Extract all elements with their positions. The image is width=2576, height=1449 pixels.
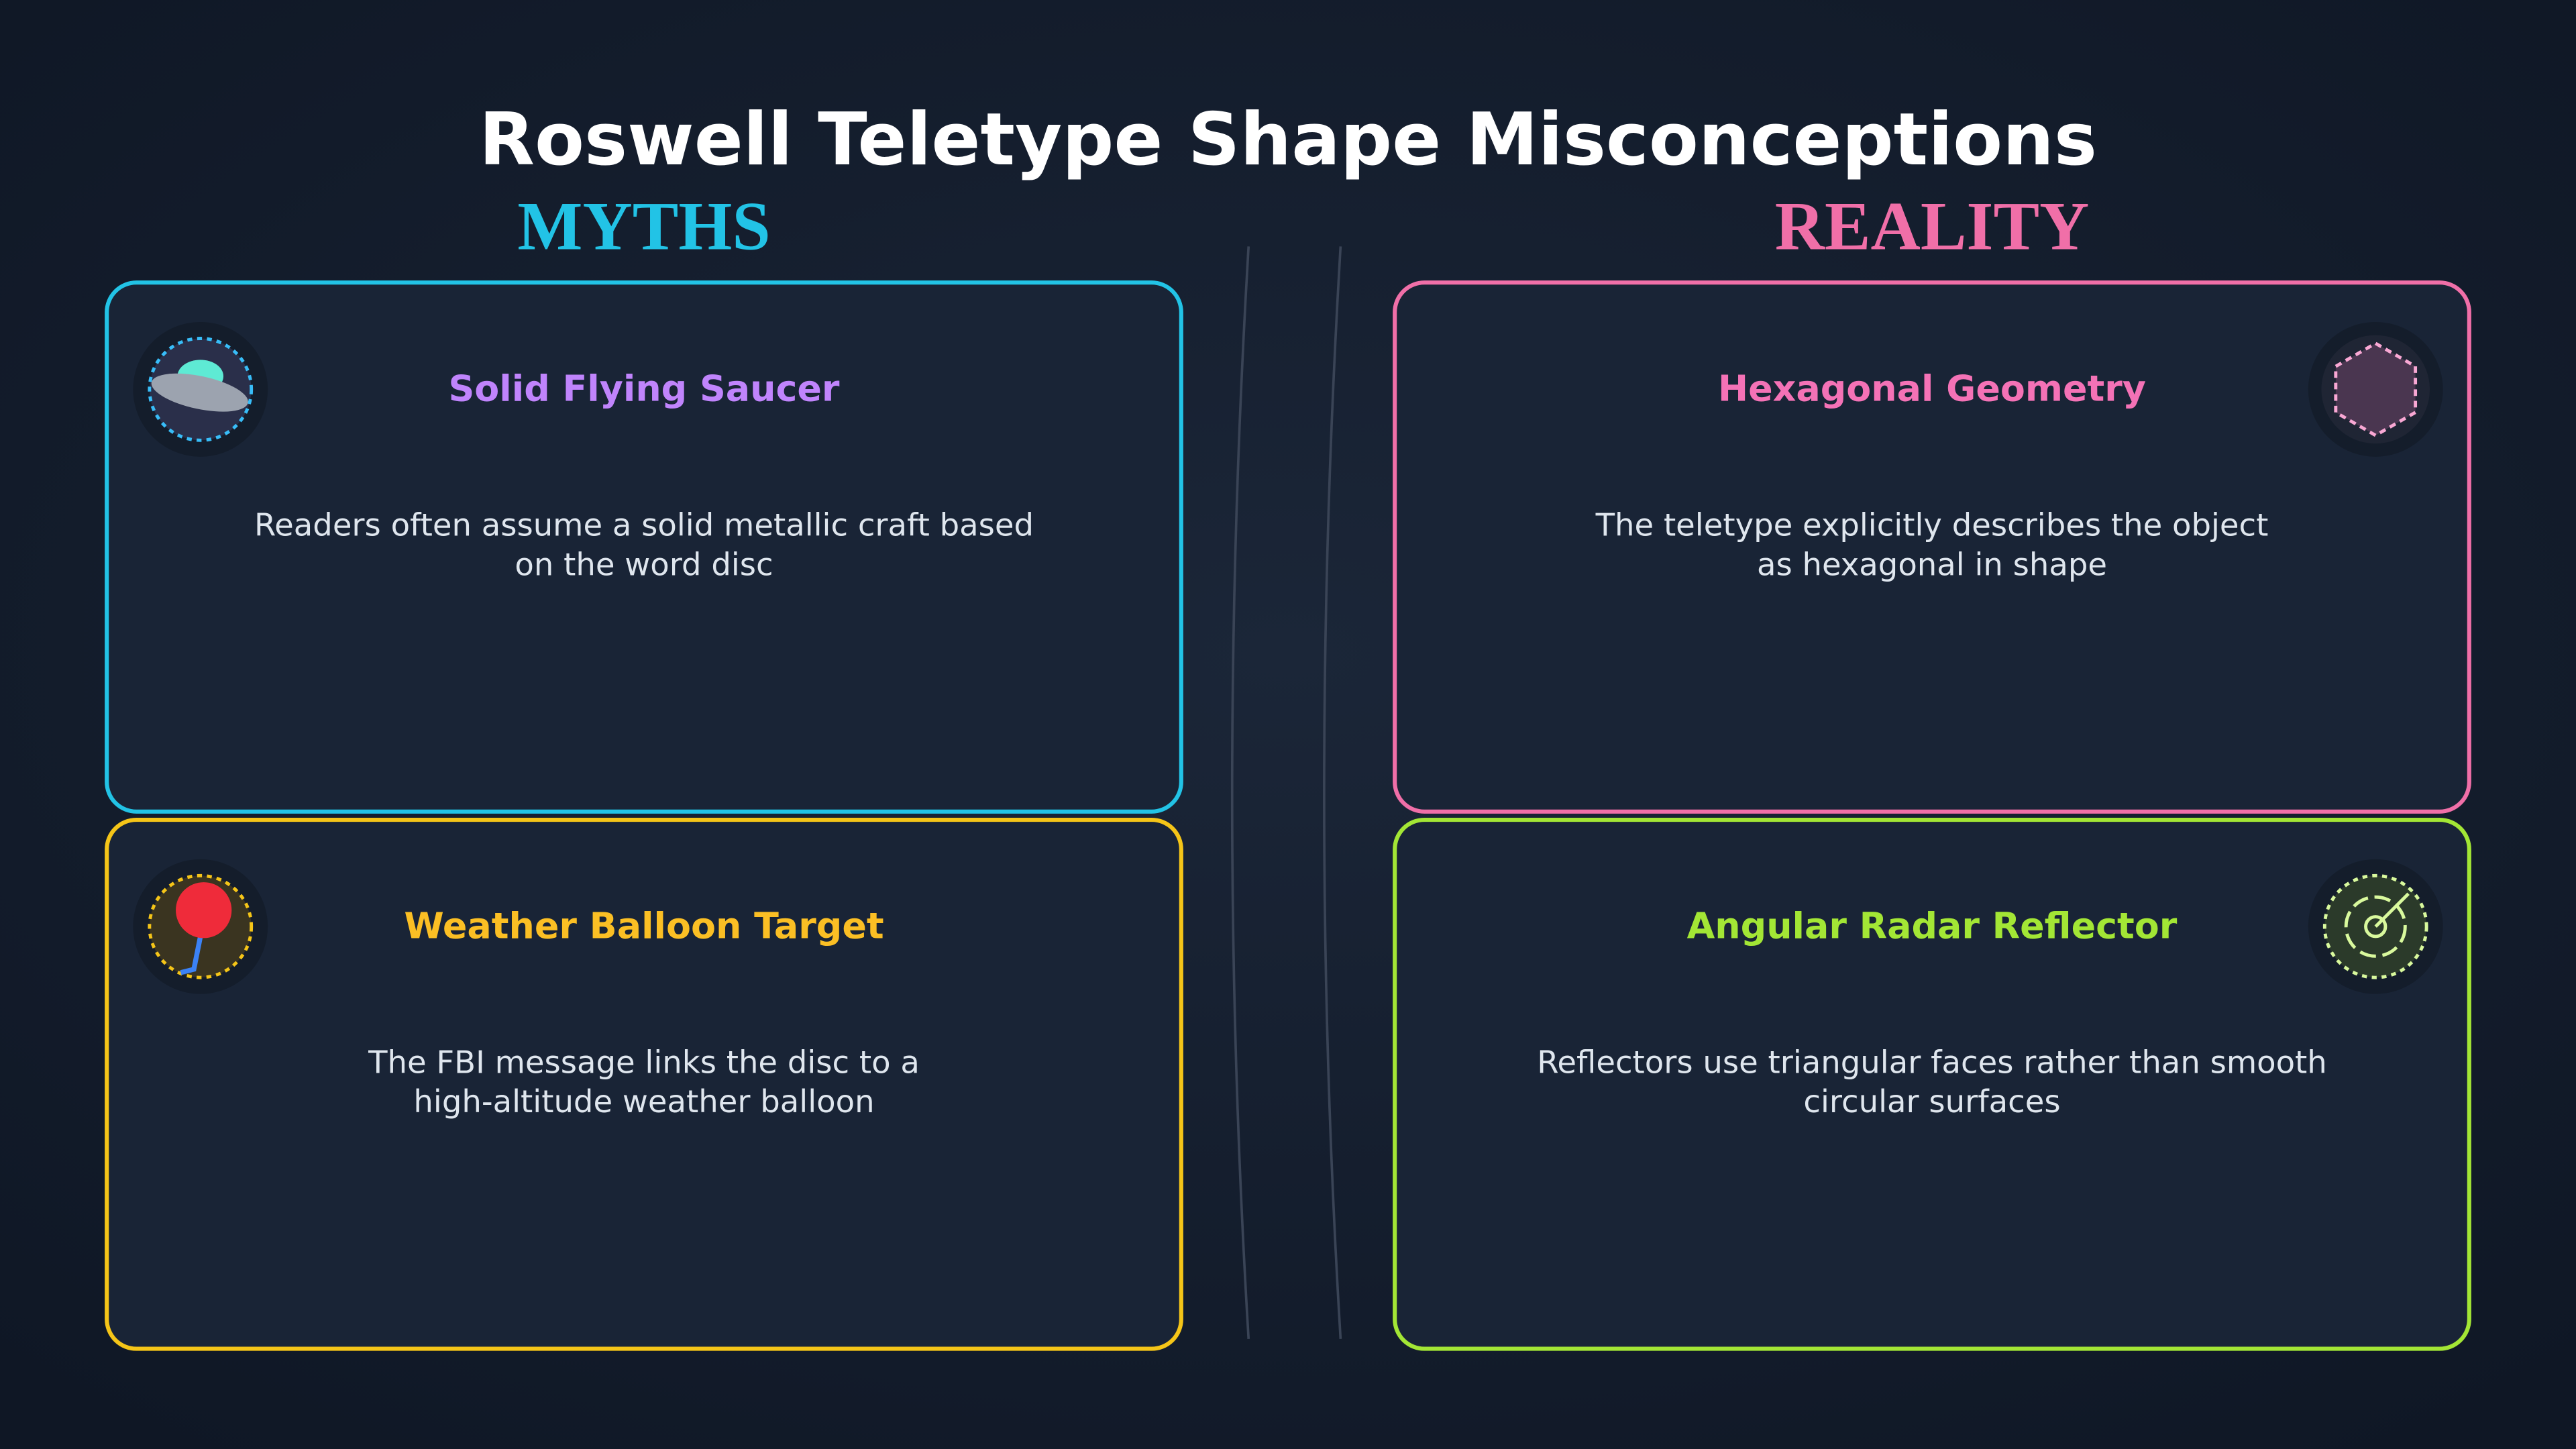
card [1393,817,2471,1351]
card-icon [133,322,268,457]
balloon [176,882,232,938]
card [1393,280,2471,814]
radar-sweep [2374,892,2410,928]
hexagon [2334,341,2418,437]
card [105,280,1183,814]
card-icon [2308,322,2443,457]
card-text: Reflectors use triangular faces rather t… [1537,1044,2327,1080]
card-icon [2308,859,2443,994]
card-text: high-altitude weather balloon [413,1083,874,1120]
card-text: Readers often assume a solid metallic cr… [254,507,1034,543]
card [105,817,1183,1351]
column-heading: MYTHS [517,188,770,264]
column-heading: REALITY [1775,188,2090,264]
card-text: on the word disc [515,546,773,582]
card-text: The teletype explicitly describes the ob… [1595,507,2269,543]
divider [1230,246,1250,1340]
card-text: The FBI message links the disc to a [368,1044,920,1080]
card-title: Solid Flying Saucer [449,367,840,409]
card-title: Angular Radar Reflector [1687,904,2178,947]
ufo-body [151,373,248,412]
radar-core [2364,915,2387,938]
radar-ring [2344,895,2407,958]
page-title: Roswell Teletype Shape Misconceptions [479,98,2097,182]
card-title: Hexagonal Geometry [1718,367,2146,409]
card-text: as hexagonal in shape [1757,546,2107,582]
divider [1323,246,1342,1340]
card-title: Weather Balloon Target [404,904,883,947]
card-icon [133,859,268,994]
balloon-string [180,936,203,975]
card-text: circular surfaces [1803,1083,2060,1120]
